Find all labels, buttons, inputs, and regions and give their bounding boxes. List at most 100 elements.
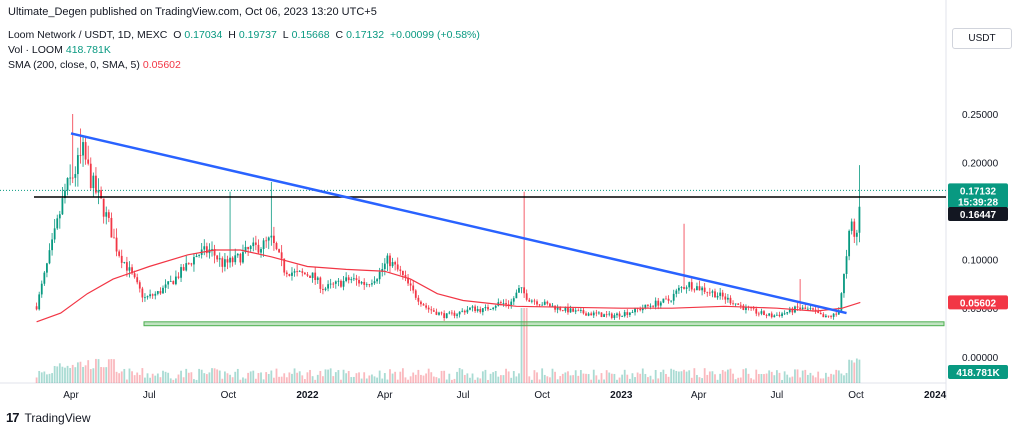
candle-body: [275, 243, 278, 250]
volume-bar: [768, 370, 771, 383]
volume-bar: [471, 373, 474, 383]
volume-bar: [538, 379, 541, 383]
candle-body: [394, 262, 397, 265]
volume-bar: [812, 375, 814, 383]
candle-body: [832, 313, 835, 317]
candle-body: [363, 281, 366, 285]
volume-bar: [358, 372, 360, 383]
volume-bar: [489, 373, 492, 383]
candle-body: [254, 242, 257, 245]
volume-bar: [628, 378, 631, 383]
volume-bar: [729, 368, 732, 383]
candle-body: [100, 190, 102, 199]
candle-body: [512, 298, 515, 302]
volume-bar: [180, 370, 182, 383]
volume-bar: [745, 368, 747, 383]
candle-body: [587, 313, 590, 316]
candle-body: [425, 305, 427, 308]
candle-body: [791, 308, 794, 313]
candle-body: [417, 297, 420, 302]
candle-body: [399, 269, 402, 271]
candle-body: [665, 298, 667, 300]
candle-body: [554, 305, 556, 310]
volume-bar: [572, 375, 575, 383]
sma-label: SMA (200, close, 0, SMA, 5): [8, 59, 140, 71]
sma-tag: [948, 295, 1008, 310]
candle-body: [123, 262, 126, 263]
volume-bar: [389, 369, 391, 383]
candle-body: [133, 273, 136, 278]
high-label: H: [228, 29, 236, 41]
candle-body: [582, 310, 585, 314]
candle-body: [337, 280, 340, 282]
candle-body: [610, 313, 613, 318]
candle-body: [440, 312, 443, 314]
tradingview-logo[interactable]: 17 TradingView: [6, 410, 91, 425]
candle-body: [231, 257, 234, 263]
volume-bar: [450, 379, 453, 383]
candle-body: [806, 308, 809, 310]
volume-bar: [773, 375, 776, 383]
volume-bar: [322, 376, 324, 383]
volume-bar: [631, 373, 634, 383]
volume-bar: [74, 367, 77, 383]
volume-bar: [621, 374, 624, 383]
candle-body: [383, 263, 386, 270]
volume-bar: [742, 369, 745, 383]
volume-bar: [218, 370, 221, 383]
candle-body: [345, 277, 348, 281]
volume-bar: [278, 376, 280, 383]
y-tick-label: 0.05000: [962, 304, 999, 315]
symbol-label: Loom Network / USDT, 1D, MEXC: [8, 29, 168, 41]
volume-bar: [474, 379, 477, 383]
volume-bar: [200, 369, 203, 383]
candle-body: [213, 249, 216, 256]
volume-bar: [703, 368, 706, 383]
volume-value: 418.781K: [65, 44, 111, 56]
close-value: 0.17132: [346, 29, 385, 41]
candle-body: [492, 307, 495, 310]
candle-body: [481, 308, 484, 313]
candle-body: [301, 271, 304, 273]
candle-body: [443, 313, 446, 319]
volume-bar: [533, 370, 536, 383]
volume-bar: [794, 369, 796, 383]
currency-button[interactable]: USDT: [952, 28, 1012, 49]
low-value: 0.15668: [291, 29, 330, 41]
volume-bar: [234, 371, 237, 383]
volume-bar: [654, 369, 657, 383]
candle-body: [218, 258, 221, 260]
volume-bar: [182, 377, 185, 383]
volume-bar: [827, 376, 830, 383]
close-label: C: [335, 29, 344, 41]
volume-bar: [205, 374, 208, 383]
candle-body: [853, 221, 856, 237]
candle-body: [35, 306, 38, 310]
volume-bar: [690, 377, 693, 383]
y-tick-label: 0.10000: [962, 256, 999, 267]
volume-bar: [523, 308, 526, 383]
resistance-tag: [948, 207, 1008, 222]
volume-bar: [146, 373, 149, 383]
volume-bar: [850, 360, 853, 383]
volume-bar: [193, 379, 195, 383]
volume-bar: [440, 370, 443, 383]
volume-bar: [247, 372, 250, 383]
volume-bar: [724, 371, 727, 383]
candle-body: [396, 264, 399, 270]
volume-bar: [162, 370, 164, 383]
volume-bar: [401, 368, 404, 383]
volume-bar: [79, 361, 82, 383]
volume-bar: [420, 374, 422, 383]
candle-body: [471, 306, 474, 308]
volume-bar: [564, 372, 567, 383]
x-tick-label: Oct: [534, 390, 550, 401]
candle-body: [726, 297, 729, 300]
volume-bar: [133, 375, 136, 383]
candle-body: [432, 310, 435, 312]
volume-bar: [244, 378, 247, 383]
volume-bar: [40, 372, 43, 383]
publisher-header: Ultimate_Degen published on TradingView.…: [8, 6, 377, 18]
volume-bar: [667, 376, 670, 383]
